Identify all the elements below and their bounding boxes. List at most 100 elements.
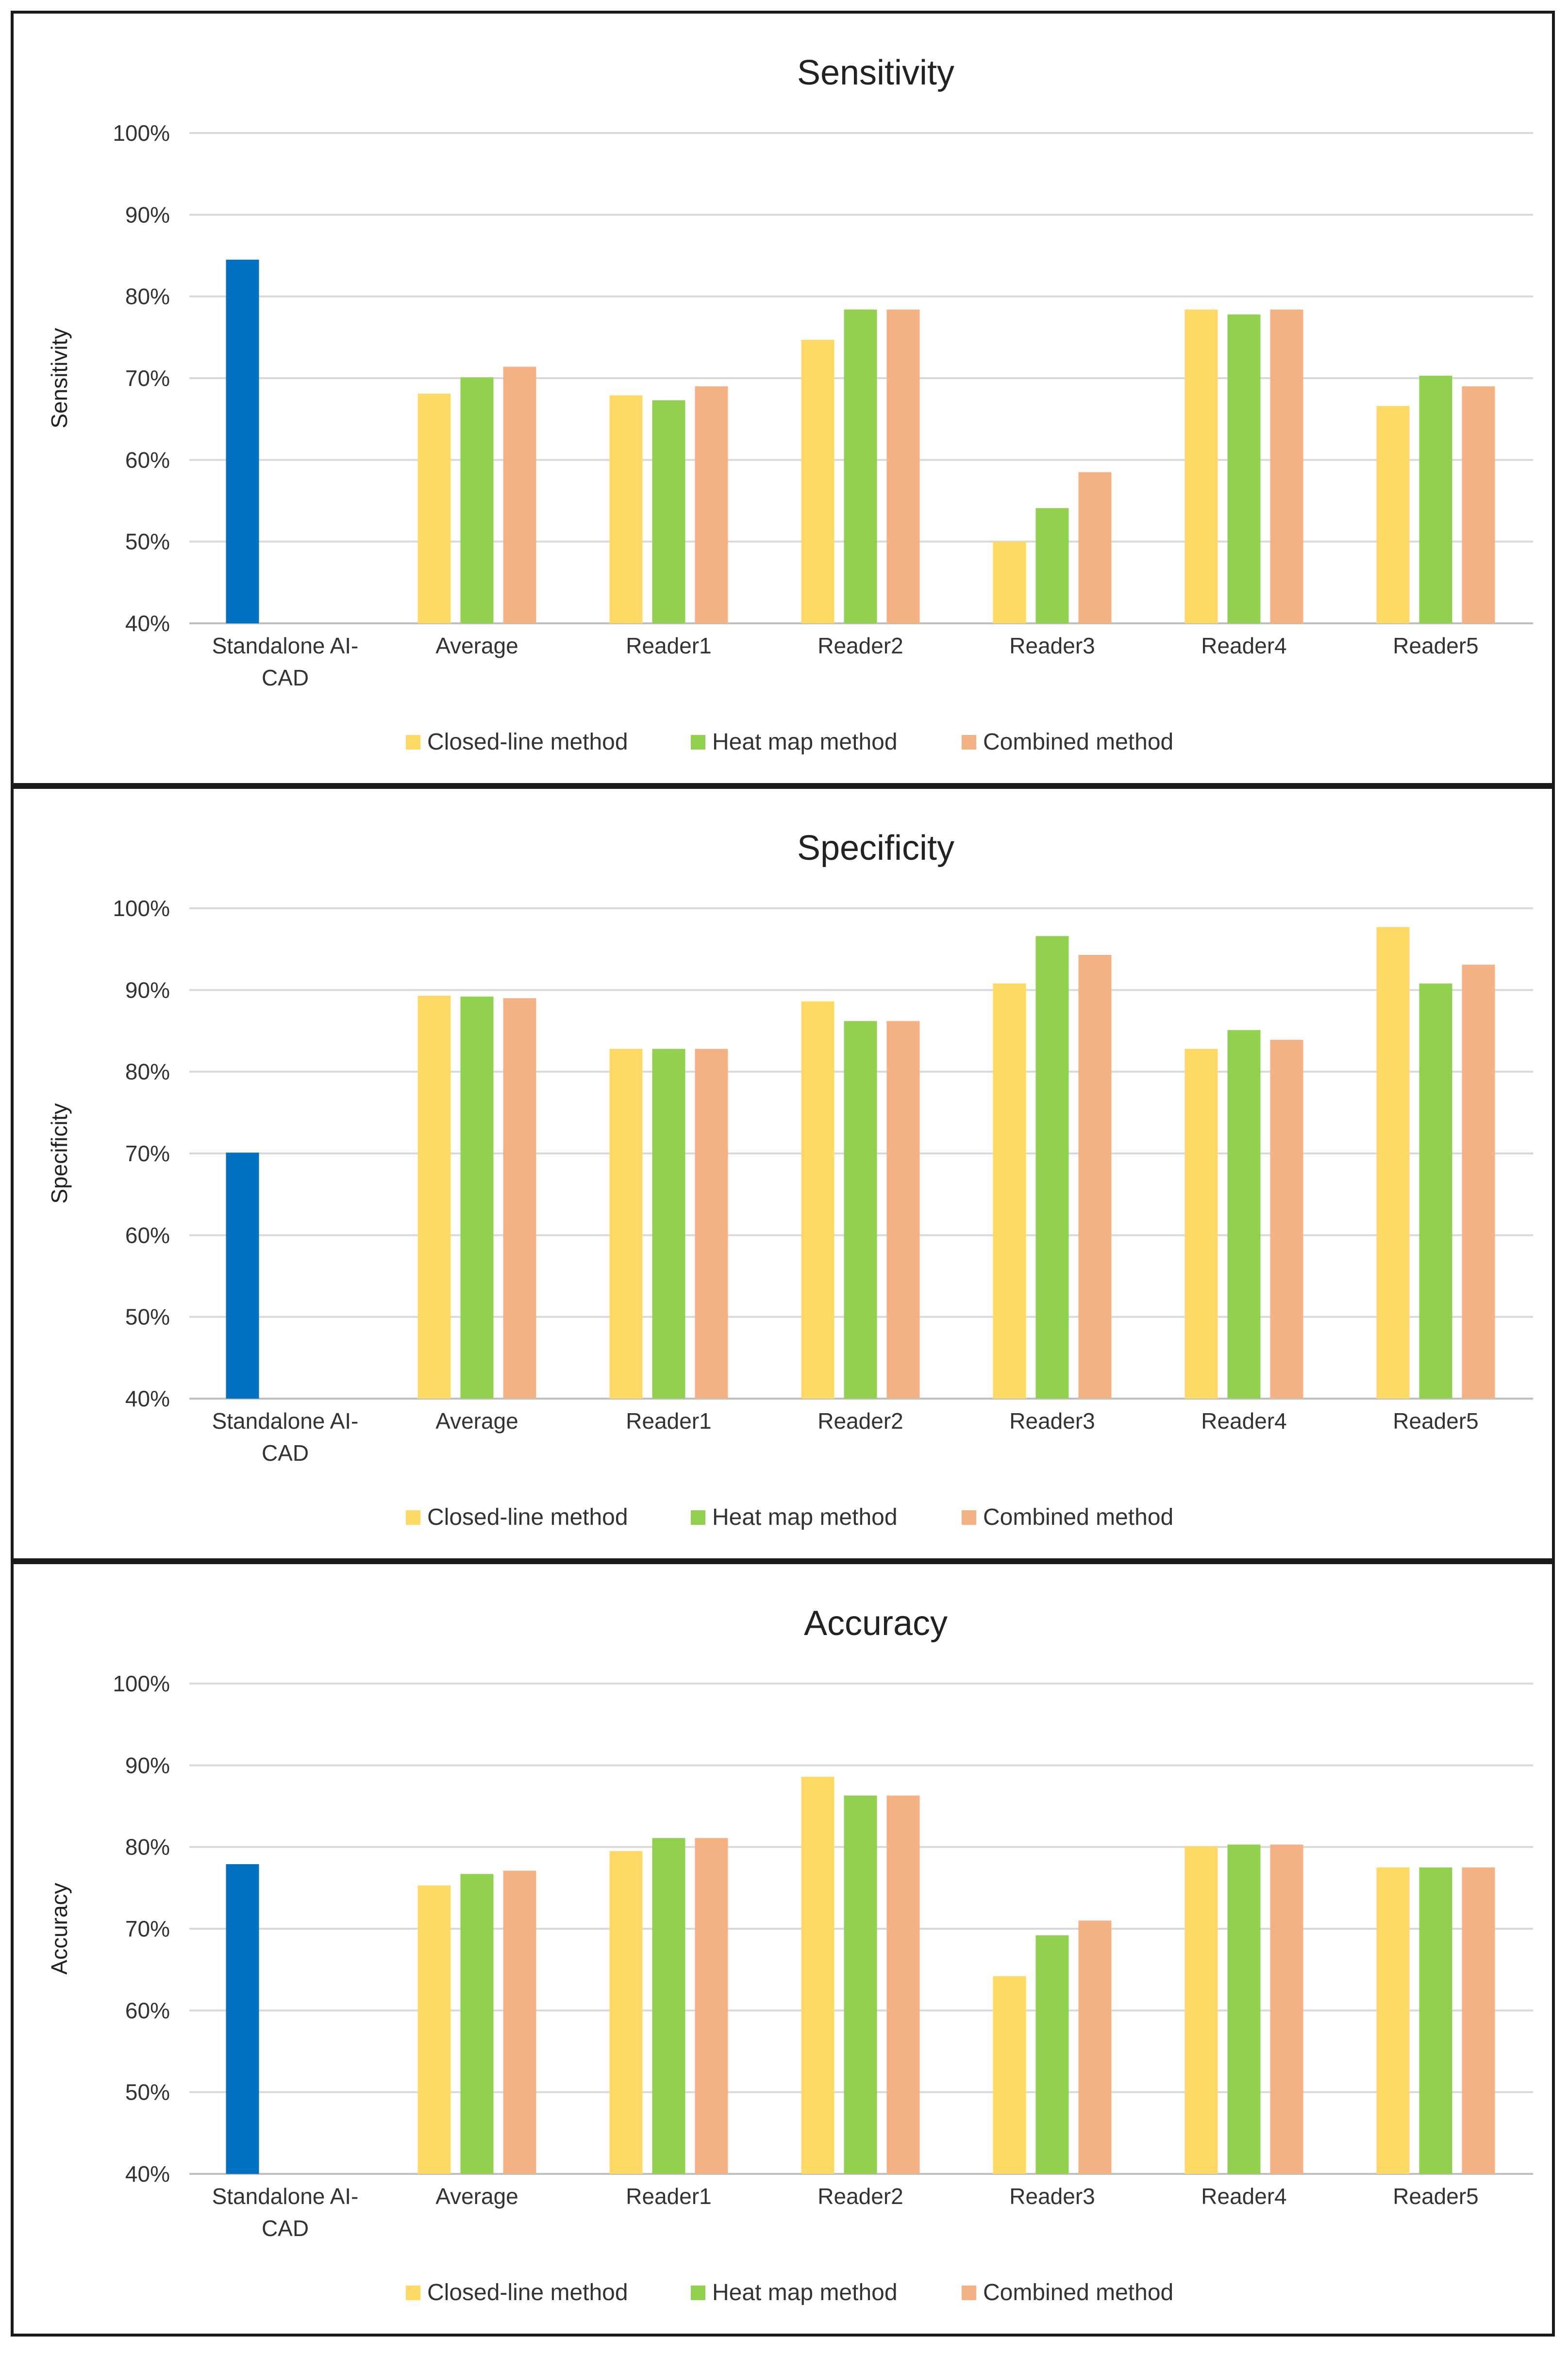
specificity-y-tick-80: 80%: [125, 1059, 170, 1085]
accuracy-bar-average-heat-map-method: [460, 1874, 494, 2174]
accuracy-y-tick-70: 70%: [125, 1916, 170, 1941]
specificity-bar-reader5-closed-line-method: [1376, 927, 1410, 1399]
specificity-legend-label-combined-method: Combined method: [983, 1504, 1173, 1530]
specificity-bar-reader4-heat-map-method: [1227, 1030, 1261, 1399]
sensitivity-y-tick-50: 50%: [125, 529, 170, 554]
sensitivity-y-tick-80: 80%: [125, 284, 170, 309]
sensitivity-bar-reader3-closed-line-method: [993, 541, 1026, 623]
sensitivity-y-tick-70: 70%: [125, 366, 170, 391]
specificity-title: Specificity: [797, 829, 954, 868]
accuracy-legend-swatch-heat-map-method: [691, 2286, 705, 2300]
accuracy-x-tick-standalone-ai-cad-line2: CAD: [262, 2216, 309, 2241]
sensitivity-bar-reader3-combined-method: [1078, 472, 1112, 623]
accuracy-legend-label-heat-map-method: Heat map method: [712, 2280, 898, 2305]
specificity-bar-reader5-combined-method: [1462, 965, 1495, 1399]
specificity-x-tick-reader5: Reader5: [1393, 1408, 1478, 1434]
sensitivity-bar-reader4-closed-line-method: [1184, 309, 1218, 623]
specificity-bar-reader2-combined-method: [886, 1021, 920, 1399]
sensitivity-bar-standalone-ai-cad: [226, 259, 259, 623]
accuracy-y-tick-60: 60%: [125, 1998, 170, 2023]
sensitivity-bar-average-heat-map-method: [460, 377, 494, 623]
specificity-x-tick-reader2: Reader2: [817, 1408, 903, 1434]
accuracy-x-tick-reader3: Reader3: [1009, 2184, 1095, 2209]
specificity-bar-reader2-closed-line-method: [801, 1001, 834, 1399]
accuracy-bar-reader3-heat-map-method: [1035, 1935, 1069, 2174]
sensitivity-bar-reader1-heat-map-method: [652, 400, 685, 623]
specificity-bar-reader3-combined-method: [1078, 954, 1112, 1399]
specificity-bar-average-heat-map-method: [460, 996, 494, 1399]
specificity-bar-reader3-closed-line-method: [993, 983, 1026, 1399]
sensitivity-bar-reader3-heat-map-method: [1035, 508, 1069, 623]
sensitivity-chart: Sensitivity Sensitivity 40% 50% 60% 70% 80% 90%…: [47, 53, 1533, 755]
accuracy-bar-reader2-heat-map-method: [844, 1795, 877, 2174]
sensitivity-bar-reader2-closed-line-method: [801, 339, 834, 623]
specificity-x-tick-reader4: Reader4: [1201, 1408, 1286, 1434]
sensitivity-y-tick-90: 90%: [125, 202, 170, 227]
accuracy-bar-reader2-closed-line-method: [801, 1776, 834, 2174]
specificity-legend-swatch-heat-map-method: [691, 1510, 705, 1525]
accuracy-y-tick-100: 100%: [113, 1671, 170, 1696]
accuracy-bar-reader5-closed-line-method: [1376, 1867, 1410, 2174]
accuracy-bar-reader3-combined-method: [1078, 1920, 1112, 2174]
specificity-y-axis-label: Specificity: [47, 1103, 72, 1203]
accuracy-chart: Accuracy Accuracy 40% 50% 60% 70% 80% 90% 100% St…: [47, 1604, 1533, 2305]
sensitivity-y-tick-40: 40%: [125, 611, 170, 636]
accuracy-bar-reader1-closed-line-method: [609, 1851, 643, 2174]
specificity-chart-panel: Specificity Specificity 40% 50% 60% 70% 80% 90%…: [11, 786, 1555, 1561]
accuracy-bar-reader1-heat-map-method: [652, 1838, 685, 2174]
accuracy-x-tick-reader5: Reader5: [1393, 2184, 1478, 2209]
sensitivity-title: Sensitivity: [797, 53, 954, 92]
accuracy-x-tick-reader4: Reader4: [1201, 2184, 1286, 2209]
specificity-bar-reader3-heat-map-method: [1035, 936, 1069, 1399]
sensitivity-x-tick-standalone-ai-cad: Standalone AI-: [212, 633, 359, 658]
specificity-y-tick-70: 70%: [125, 1141, 170, 1166]
sensitivity-legend-label-heat-map-method: Heat map method: [712, 729, 898, 755]
specificity-x-tick-standalone-ai-cad-line2: CAD: [262, 1440, 309, 1466]
accuracy-chart-panel: Accuracy Accuracy 40% 50% 60% 70% 80% 90% 100% St…: [11, 1561, 1555, 2337]
sensitivity-legend-swatch-closed-line-method: [406, 735, 420, 750]
specificity-y-tick-40: 40%: [125, 1386, 170, 1411]
specificity-y-tick-50: 50%: [125, 1304, 170, 1330]
accuracy-x-tick-average: Average: [435, 2184, 518, 2209]
sensitivity-x-tick-average: Average: [435, 633, 518, 658]
sensitivity-x-tick-standalone-ai-cad-line2: CAD: [262, 665, 309, 690]
specificity-bar-reader2-heat-map-method: [844, 1021, 877, 1399]
specificity-bar-reader4-closed-line-method: [1184, 1049, 1218, 1399]
specificity-bar-standalone-ai-cad: [226, 1152, 259, 1399]
sensitivity-bar-reader5-combined-method: [1462, 386, 1495, 623]
accuracy-y-tick-40: 40%: [125, 2161, 170, 2187]
sensitivity-bar-reader4-combined-method: [1270, 309, 1303, 623]
sensitivity-bar-reader1-combined-method: [695, 386, 728, 623]
sensitivity-x-tick-reader5: Reader5: [1393, 633, 1478, 658]
specificity-y-tick-100: 100%: [113, 896, 170, 921]
accuracy-bar-standalone-ai-cad: [226, 1864, 259, 2174]
accuracy-legend-swatch-combined-method: [962, 2286, 976, 2300]
specificity-x-tick-average: Average: [435, 1408, 518, 1434]
specificity-y-tick-90: 90%: [125, 977, 170, 1002]
specificity-legend-swatch-closed-line-method: [406, 1510, 420, 1525]
sensitivity-x-tick-reader2: Reader2: [817, 633, 903, 658]
accuracy-bar-reader1-combined-method: [695, 1838, 728, 2174]
sensitivity-x-tick-reader4: Reader4: [1201, 633, 1286, 658]
sensitivity-legend-swatch-combined-method: [962, 735, 976, 750]
accuracy-legend-swatch-closed-line-method: [406, 2286, 420, 2300]
sensitivity-bar-reader5-closed-line-method: [1376, 406, 1410, 623]
sensitivity-legend-swatch-heat-map-method: [691, 735, 705, 750]
accuracy-legend-label-combined-method: Combined method: [983, 2280, 1173, 2305]
specificity-bar-reader1-combined-method: [695, 1049, 728, 1399]
specificity-bar-average-combined-method: [503, 998, 536, 1399]
sensitivity-bar-reader2-heat-map-method: [844, 309, 877, 623]
accuracy-bar-reader4-heat-map-method: [1227, 1844, 1261, 2174]
accuracy-y-tick-80: 80%: [125, 1835, 170, 1860]
sensitivity-bar-reader2-combined-method: [886, 309, 920, 623]
sensitivity-y-tick-100: 100%: [113, 120, 170, 146]
sensitivity-bar-average-combined-method: [503, 367, 536, 623]
sensitivity-x-tick-reader1: Reader1: [626, 633, 711, 658]
accuracy-y-tick-50: 50%: [125, 2080, 170, 2105]
specificity-x-tick-reader1: Reader1: [626, 1408, 711, 1434]
specificity-x-tick-standalone-ai-cad: Standalone AI-: [212, 1408, 359, 1434]
specificity-bar-reader1-closed-line-method: [609, 1049, 643, 1399]
accuracy-y-tick-90: 90%: [125, 1753, 170, 1778]
sensitivity-x-tick-reader3: Reader3: [1009, 633, 1095, 658]
specificity-bar-reader4-combined-method: [1270, 1040, 1303, 1399]
